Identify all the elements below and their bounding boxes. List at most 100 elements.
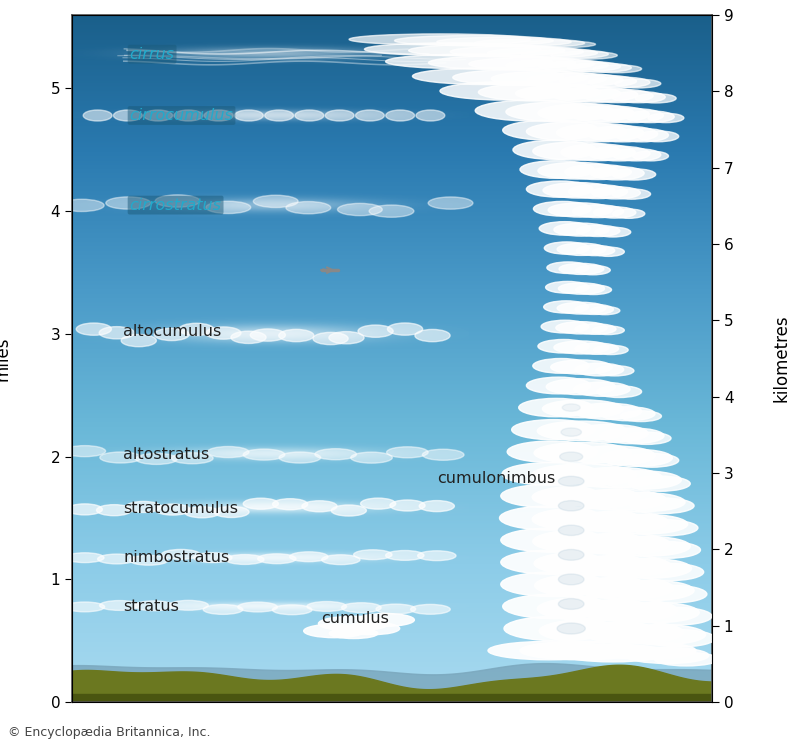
Ellipse shape bbox=[331, 505, 366, 516]
Ellipse shape bbox=[572, 511, 668, 533]
Ellipse shape bbox=[558, 476, 584, 486]
Ellipse shape bbox=[355, 110, 384, 121]
Ellipse shape bbox=[547, 262, 589, 273]
Ellipse shape bbox=[576, 265, 610, 275]
Ellipse shape bbox=[174, 110, 202, 121]
Ellipse shape bbox=[576, 285, 611, 294]
Ellipse shape bbox=[507, 441, 597, 463]
Ellipse shape bbox=[97, 504, 132, 516]
Ellipse shape bbox=[273, 499, 308, 510]
Ellipse shape bbox=[634, 542, 701, 558]
Ellipse shape bbox=[582, 89, 653, 103]
Ellipse shape bbox=[612, 169, 656, 180]
Ellipse shape bbox=[546, 282, 589, 293]
Ellipse shape bbox=[134, 601, 174, 611]
Ellipse shape bbox=[630, 498, 694, 513]
Ellipse shape bbox=[126, 502, 161, 513]
Ellipse shape bbox=[574, 555, 671, 577]
Ellipse shape bbox=[502, 463, 599, 485]
Ellipse shape bbox=[59, 199, 104, 212]
Ellipse shape bbox=[578, 599, 678, 621]
Ellipse shape bbox=[550, 87, 638, 103]
Ellipse shape bbox=[501, 572, 606, 597]
Ellipse shape bbox=[394, 36, 554, 46]
Ellipse shape bbox=[557, 623, 586, 634]
Ellipse shape bbox=[638, 585, 707, 603]
Ellipse shape bbox=[587, 126, 658, 142]
Ellipse shape bbox=[593, 65, 642, 73]
Ellipse shape bbox=[607, 559, 691, 578]
Ellipse shape bbox=[592, 186, 640, 199]
Ellipse shape bbox=[513, 140, 596, 160]
Ellipse shape bbox=[538, 340, 589, 353]
Ellipse shape bbox=[469, 57, 594, 71]
Ellipse shape bbox=[631, 520, 698, 536]
Ellipse shape bbox=[386, 447, 428, 458]
Ellipse shape bbox=[279, 452, 321, 463]
Ellipse shape bbox=[574, 382, 630, 396]
Ellipse shape bbox=[295, 110, 324, 121]
Ellipse shape bbox=[636, 563, 704, 580]
Ellipse shape bbox=[558, 525, 584, 536]
Ellipse shape bbox=[612, 603, 699, 623]
Ellipse shape bbox=[416, 110, 445, 121]
Ellipse shape bbox=[539, 619, 654, 643]
Ellipse shape bbox=[534, 442, 631, 464]
Ellipse shape bbox=[206, 327, 241, 339]
Ellipse shape bbox=[614, 129, 669, 142]
Ellipse shape bbox=[114, 110, 142, 121]
Ellipse shape bbox=[575, 324, 616, 334]
Ellipse shape bbox=[346, 623, 400, 635]
Ellipse shape bbox=[533, 530, 643, 553]
Ellipse shape bbox=[526, 181, 593, 197]
Ellipse shape bbox=[581, 621, 683, 643]
Ellipse shape bbox=[520, 160, 594, 178]
Ellipse shape bbox=[506, 102, 614, 122]
Ellipse shape bbox=[409, 45, 565, 56]
Text: altocumulus: altocumulus bbox=[123, 324, 222, 339]
Ellipse shape bbox=[548, 203, 612, 217]
Ellipse shape bbox=[313, 332, 348, 345]
Ellipse shape bbox=[599, 108, 663, 123]
Ellipse shape bbox=[491, 71, 606, 86]
Ellipse shape bbox=[573, 205, 624, 218]
Ellipse shape bbox=[595, 227, 630, 237]
Ellipse shape bbox=[557, 302, 606, 314]
Ellipse shape bbox=[487, 48, 598, 58]
Ellipse shape bbox=[541, 320, 589, 333]
Ellipse shape bbox=[613, 209, 645, 218]
Ellipse shape bbox=[99, 327, 134, 339]
Text: cirrus: cirrus bbox=[130, 47, 174, 62]
Ellipse shape bbox=[342, 603, 381, 612]
Ellipse shape bbox=[278, 329, 314, 342]
Ellipse shape bbox=[162, 549, 200, 559]
Ellipse shape bbox=[354, 550, 392, 559]
Text: nimbostratus: nimbostratus bbox=[123, 550, 230, 565]
Ellipse shape bbox=[185, 507, 220, 518]
Ellipse shape bbox=[265, 110, 294, 121]
Ellipse shape bbox=[542, 400, 623, 418]
Ellipse shape bbox=[534, 201, 591, 216]
Ellipse shape bbox=[533, 358, 589, 373]
Ellipse shape bbox=[557, 123, 643, 142]
Ellipse shape bbox=[155, 195, 200, 207]
Ellipse shape bbox=[330, 629, 378, 638]
Ellipse shape bbox=[155, 504, 190, 515]
Ellipse shape bbox=[602, 471, 682, 489]
Ellipse shape bbox=[418, 551, 456, 561]
Ellipse shape bbox=[575, 305, 614, 314]
Ellipse shape bbox=[65, 602, 105, 611]
Ellipse shape bbox=[258, 554, 296, 564]
Ellipse shape bbox=[502, 594, 608, 619]
Ellipse shape bbox=[533, 142, 620, 160]
Ellipse shape bbox=[422, 450, 464, 460]
Ellipse shape bbox=[522, 50, 608, 59]
Ellipse shape bbox=[600, 428, 664, 444]
Ellipse shape bbox=[386, 54, 552, 69]
Ellipse shape bbox=[238, 602, 278, 612]
Ellipse shape bbox=[590, 166, 644, 180]
Ellipse shape bbox=[207, 447, 249, 458]
Ellipse shape bbox=[538, 104, 634, 123]
Ellipse shape bbox=[67, 504, 102, 515]
Ellipse shape bbox=[100, 452, 142, 463]
